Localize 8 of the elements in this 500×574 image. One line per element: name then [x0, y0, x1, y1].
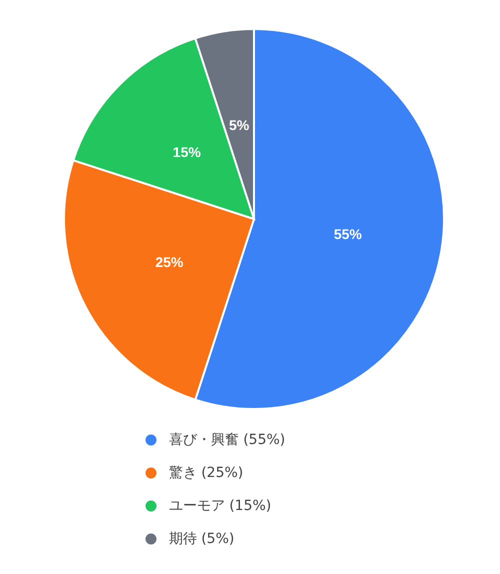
legend-label: 喜び・興奮 (55%) [168, 430, 286, 450]
data-label: 5% [229, 117, 250, 134]
data-label: 15% [172, 144, 202, 160]
legend-label: 期待 (5%) [168, 530, 234, 548]
legend-label: 驚き (25%) [168, 464, 244, 482]
legend-label: ユーモア (15%) [168, 496, 272, 516]
data-label: 25% [155, 254, 184, 270]
data-label: 55% [334, 226, 362, 242]
